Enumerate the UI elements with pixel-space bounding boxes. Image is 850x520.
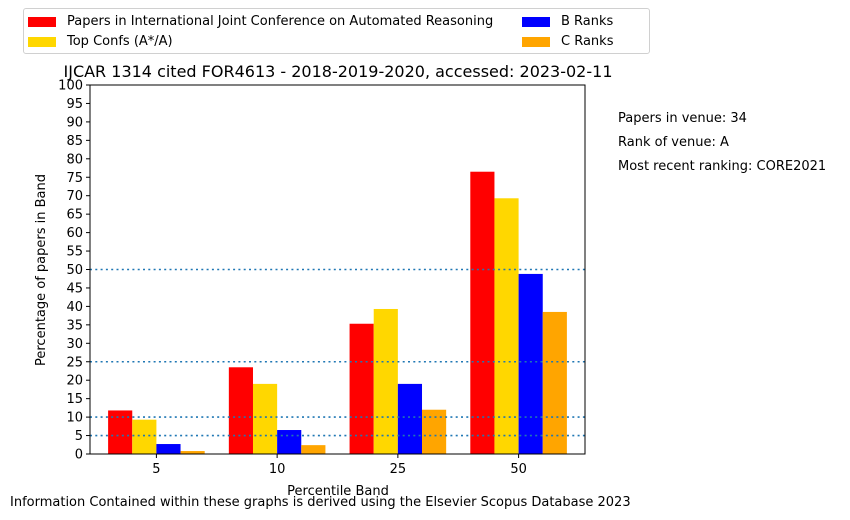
y-tick-label: 20: [66, 374, 83, 389]
bar-0-25: [349, 323, 374, 454]
y-tick-label: 55: [66, 245, 83, 260]
y-tick-label: 65: [66, 208, 83, 223]
papers-in-venue-text: Papers in venue: 34: [618, 111, 747, 126]
legend-label: B Ranks: [561, 14, 614, 29]
bar-0-50: [470, 171, 495, 454]
recent-ranking-text: Most recent ranking: CORE2021: [618, 159, 827, 174]
x-tick-label: 50: [510, 462, 527, 477]
y-tick-label: 100: [58, 79, 83, 94]
y-tick-label: 85: [66, 134, 83, 149]
legend-label: Top Confs (A*/A): [67, 34, 173, 49]
data-source-footer: Information Contained within these graph…: [10, 495, 631, 510]
y-tick-label: 0: [75, 448, 83, 463]
x-tick-label: 5: [152, 462, 160, 477]
x-tick-label: 25: [390, 462, 407, 477]
bar-1-5: [132, 419, 157, 454]
x-axis-label: Percentile Band: [287, 484, 389, 499]
legend-swatch-blue: [522, 16, 550, 27]
rank-of-venue-text: Rank of venue: A: [618, 135, 729, 150]
y-tick-label: 40: [66, 300, 83, 315]
bar-2-25: [397, 383, 423, 454]
y-tick-label: 25: [66, 355, 83, 370]
bar-2-50: [518, 273, 543, 454]
bar-3-50: [542, 311, 567, 454]
y-tick-label: 35: [66, 318, 83, 333]
legend-label: Papers in International Joint Conference…: [67, 14, 494, 29]
legend-swatch-gold: [28, 36, 56, 47]
y-tick-label: 10: [66, 411, 83, 426]
y-tick-label: 45: [66, 281, 83, 296]
y-tick-label: 5: [75, 429, 83, 444]
y-tick-label: 75: [66, 171, 83, 186]
legend-swatch-red: [28, 16, 56, 27]
bar-1-25: [373, 308, 398, 454]
legend-item-b-ranks: B Ranks: [522, 14, 613, 29]
y-tick-label: 30: [66, 337, 83, 352]
bar-3-5: [180, 451, 205, 454]
y-tick-label: 15: [66, 392, 83, 407]
y-tick-label: 60: [66, 226, 83, 241]
bar-2-10: [277, 430, 302, 454]
bar-3-10: [301, 445, 326, 454]
chart-title: IJCAR 1314 cited FOR4613 - 2018-2019-202…: [64, 62, 613, 81]
bar-2-5: [156, 444, 181, 454]
y-tick-label: 80: [66, 152, 83, 167]
legend-label: C Ranks: [561, 34, 614, 49]
bar-3-25: [422, 409, 447, 454]
legend-item-c-ranks: C Ranks: [522, 34, 613, 49]
x-tick-label: 10: [269, 462, 286, 477]
bar-1-50: [494, 198, 519, 454]
legend-swatch-orange: [522, 36, 550, 47]
y-tick-label: 50: [66, 263, 83, 278]
legend-item-top-confs: Top Confs (A*/A): [28, 34, 173, 49]
bar-1-10: [252, 383, 278, 454]
y-tick-label: 95: [66, 97, 83, 112]
y-tick-label: 70: [66, 189, 83, 204]
legend: Papers in International Joint Conference…: [23, 8, 650, 54]
bar-0-10: [228, 367, 253, 454]
legend-item-ijcar: Papers in International Joint Conference…: [28, 14, 493, 29]
y-tick-label: 90: [66, 115, 83, 130]
y-axis-label: Percentage of papers in Band: [34, 174, 49, 366]
